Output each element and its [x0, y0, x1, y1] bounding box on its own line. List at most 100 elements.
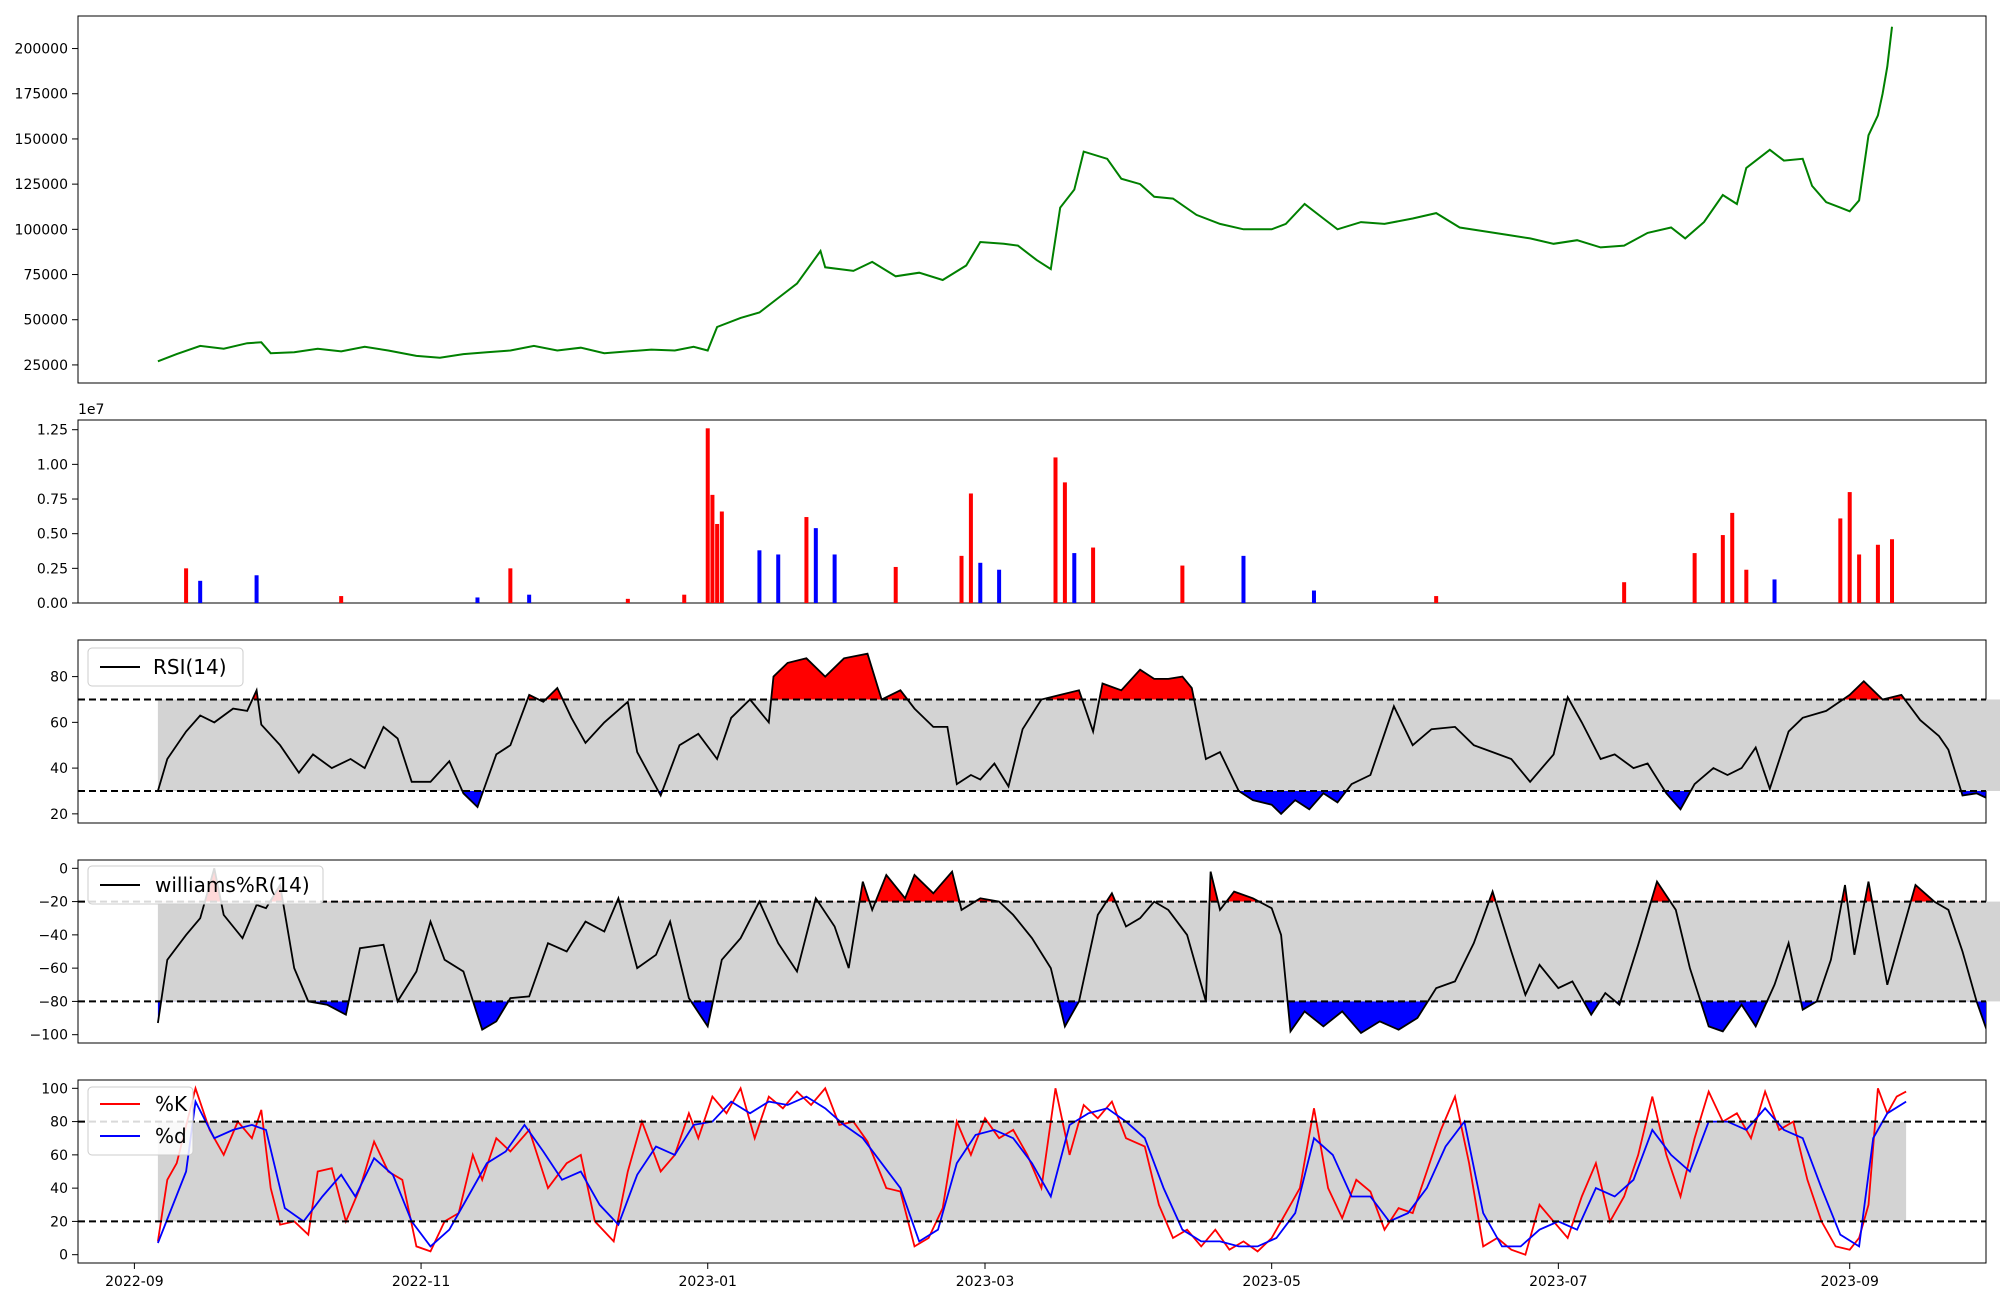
y-tick-label: 150000 [15, 132, 68, 148]
y-tick-label: 40 [50, 1181, 68, 1197]
x-tick-label: 2023-03 [956, 1274, 1015, 1290]
volume-bar [1053, 457, 1058, 603]
price-y-ticks: 25000 50000 75000 100000 125000 150000 175000 2… [15, 42, 78, 374]
y-tick-label: 0.25 [37, 561, 68, 577]
indicator-line [157, 868, 1986, 1035]
y-tick-label: 175000 [15, 87, 68, 103]
volume-bar [1062, 482, 1067, 603]
indicator-line [157, 1085, 1907, 1256]
rsi-plot [78, 652, 2000, 816]
rsi-legend-box [87, 647, 244, 687]
volume-bar [1241, 555, 1246, 603]
y-tick-label: 0.00 [37, 596, 68, 612]
volume-bar [710, 494, 715, 603]
y-tick-label: 75000 [23, 268, 68, 284]
volume-bar [1857, 554, 1862, 603]
volume-bar [475, 597, 480, 603]
neutral-band [157, 1121, 1907, 1222]
y-tick-label: 200000 [15, 42, 68, 58]
y-tick-label: 0 [59, 1248, 68, 1264]
volume-bar [968, 493, 973, 603]
volume-bar [1730, 512, 1735, 603]
volume-bar [198, 580, 203, 603]
y-tick-label: −40 [38, 928, 68, 944]
y-tick-label: 20 [50, 1214, 68, 1230]
volume-bar [1434, 596, 1439, 603]
volume-bar [705, 428, 710, 603]
volume-bar [1311, 590, 1316, 603]
williams-legend: williams%R(14) [87, 865, 324, 905]
y-tick-label: −100 [30, 1028, 68, 1044]
y-tick-label: 100000 [15, 222, 68, 238]
y-tick-label: 50000 [23, 313, 68, 329]
y-tick-label: 0.75 [37, 492, 68, 508]
rsi-y-ticks: 20 40 60 80 [50, 670, 78, 823]
volume-bar [527, 594, 532, 603]
price-line [157, 26, 1893, 363]
volume-bar [625, 598, 630, 603]
volume-bar [1838, 518, 1843, 603]
indicator-line [157, 652, 1986, 816]
y-tick-label: 20 [50, 807, 68, 823]
volume-bar [804, 517, 809, 603]
rsi-panel: 20 40 60 80 RSI(14) [50, 639, 2000, 824]
y-tick-label: 25000 [23, 358, 68, 374]
volume-bar [1622, 582, 1627, 603]
volume-bar [1772, 579, 1777, 603]
volume-scale-label: 1e7 [78, 402, 104, 418]
volume-bar [254, 575, 259, 603]
y-tick-label: 1.25 [37, 423, 68, 439]
y-tick-label: 40 [50, 761, 68, 777]
y-tick-label: 80 [50, 670, 68, 686]
stochastic-panel: 0 20 40 60 80 100 %K %d [41, 1079, 1987, 1264]
price-axes-frame [77, 15, 1987, 384]
y-tick-label: 0 [59, 861, 68, 877]
y-tick-label: −60 [38, 961, 68, 977]
volume-bar [1692, 553, 1697, 603]
volume-bar [1744, 569, 1749, 603]
y-tick-label: 100 [41, 1081, 68, 1097]
volume-bar [715, 523, 720, 603]
neutral-band [157, 901, 2000, 1002]
volume-panel: 1e7 0.00 0.25 0.50 0.75 1.00 1.25 [37, 402, 1987, 612]
y-tick-label: 80 [50, 1115, 68, 1131]
volume-bar [508, 568, 513, 603]
volume-bar [959, 555, 964, 603]
volume-bar [978, 562, 983, 603]
indicator-line [157, 1095, 1907, 1248]
y-tick-label: −20 [38, 895, 68, 911]
volume-bar [1180, 565, 1185, 603]
williams-plot [78, 868, 2000, 1035]
stochastic-legend: %K %d [87, 1086, 194, 1156]
volume-bar [1875, 544, 1880, 603]
stochastic-y-ticks: 0 20 40 60 80 100 [41, 1081, 78, 1264]
x-tick-label: 2022-09 [105, 1274, 164, 1290]
volume-bar [682, 594, 687, 603]
y-tick-label: 60 [50, 1148, 68, 1164]
williams-legend-box [87, 865, 324, 905]
x-tick-label: 2023-09 [1820, 1274, 1879, 1290]
d-legend-label: %d [155, 1124, 187, 1148]
volume-bar [719, 511, 724, 603]
volume-bar [997, 569, 1002, 603]
volume-bar [184, 568, 189, 603]
volume-bar [757, 550, 762, 603]
k-legend-label: %K [155, 1092, 188, 1116]
volume-bar [832, 554, 837, 603]
volume-bar [339, 596, 344, 603]
y-tick-label: 125000 [15, 177, 68, 193]
rsi-legend-label: RSI(14) [153, 655, 227, 679]
volume-bar [1091, 547, 1096, 603]
y-tick-label: −80 [38, 994, 68, 1010]
y-tick-label: 60 [50, 715, 68, 731]
volume-bar [1720, 535, 1725, 603]
x-tick-label: 2023-07 [1529, 1274, 1588, 1290]
volume-bar [1847, 492, 1852, 603]
volume-bar [776, 554, 781, 603]
price-panel: 25000 50000 75000 100000 125000 150000 175000 2… [15, 15, 1987, 384]
price-plot [157, 26, 1893, 363]
rsi-legend: RSI(14) [87, 647, 244, 687]
volume-y-ticks: 0.00 0.25 0.50 0.75 1.00 1.25 [37, 423, 78, 612]
williams-y-ticks: −100 −80 −60 −40 −20 0 [30, 861, 78, 1044]
